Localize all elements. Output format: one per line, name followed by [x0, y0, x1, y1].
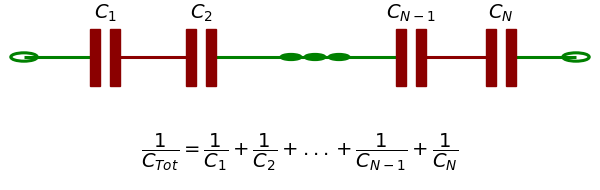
Text: $\dfrac{1}{C_{Tot}} = \dfrac{1}{C_1}+\dfrac{1}{C_2}+...+\dfrac{1}{C_{N-1}}+\dfra: $\dfrac{1}{C_{Tot}} = \dfrac{1}{C_1}+\df… [141, 131, 459, 173]
Circle shape [328, 54, 350, 60]
Bar [90, 28, 100, 86]
Circle shape [280, 54, 302, 60]
Bar [110, 28, 120, 86]
Bar [186, 28, 196, 86]
Circle shape [304, 54, 326, 60]
Bar [416, 28, 426, 86]
Bar [506, 28, 516, 86]
Text: $C_N$: $C_N$ [488, 3, 514, 24]
Text: $C_{N-1}$: $C_{N-1}$ [386, 3, 436, 24]
Bar [396, 28, 406, 86]
Bar [206, 28, 216, 86]
Text: $C_1$: $C_1$ [94, 3, 116, 24]
Bar [486, 28, 496, 86]
Text: $C_2$: $C_2$ [190, 3, 212, 24]
